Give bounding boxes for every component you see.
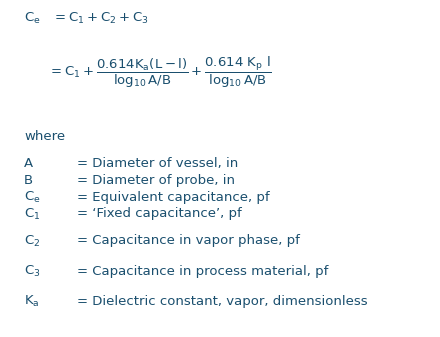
Text: = Capacitance in vapor phase, pf: = Capacitance in vapor phase, pf — [77, 235, 300, 247]
Text: = Diameter of vessel, in: = Diameter of vessel, in — [77, 157, 238, 170]
Text: $= \mathregular{C_1} + \dfrac{0.614\mathregular{K_a}(\mathregular{L} - \mathregu: $= \mathregular{C_1} + \dfrac{0.614\math… — [48, 55, 272, 90]
Text: B: B — [24, 174, 33, 187]
Text: where: where — [24, 130, 65, 143]
Text: $\mathregular{C_e}$: $\mathregular{C_e}$ — [24, 190, 41, 205]
Text: = Dielectric constant, vapor, dimensionless: = Dielectric constant, vapor, dimensionl… — [77, 295, 368, 308]
Text: = Equivalent capacitance, pf: = Equivalent capacitance, pf — [77, 191, 270, 204]
Text: = Diameter of probe, in: = Diameter of probe, in — [77, 174, 235, 187]
Text: A: A — [24, 157, 33, 170]
Text: = Capacitance in process material, pf: = Capacitance in process material, pf — [77, 265, 328, 278]
Text: $\mathregular{K_a}$: $\mathregular{K_a}$ — [24, 294, 40, 309]
Text: $\mathregular{C_2}$: $\mathregular{C_2}$ — [24, 234, 40, 248]
Text: $\mathregular{C_e}$   $= \mathregular{C_1} + \mathregular{C_2} + \mathregular{C_: $\mathregular{C_e}$ $= \mathregular{C_1}… — [24, 11, 149, 26]
Text: $\mathregular{C_3}$: $\mathregular{C_3}$ — [24, 264, 40, 279]
Text: = ‘Fixed capacitance’, pf: = ‘Fixed capacitance’, pf — [77, 208, 242, 220]
Text: $\mathregular{C_1}$: $\mathregular{C_1}$ — [24, 207, 40, 221]
